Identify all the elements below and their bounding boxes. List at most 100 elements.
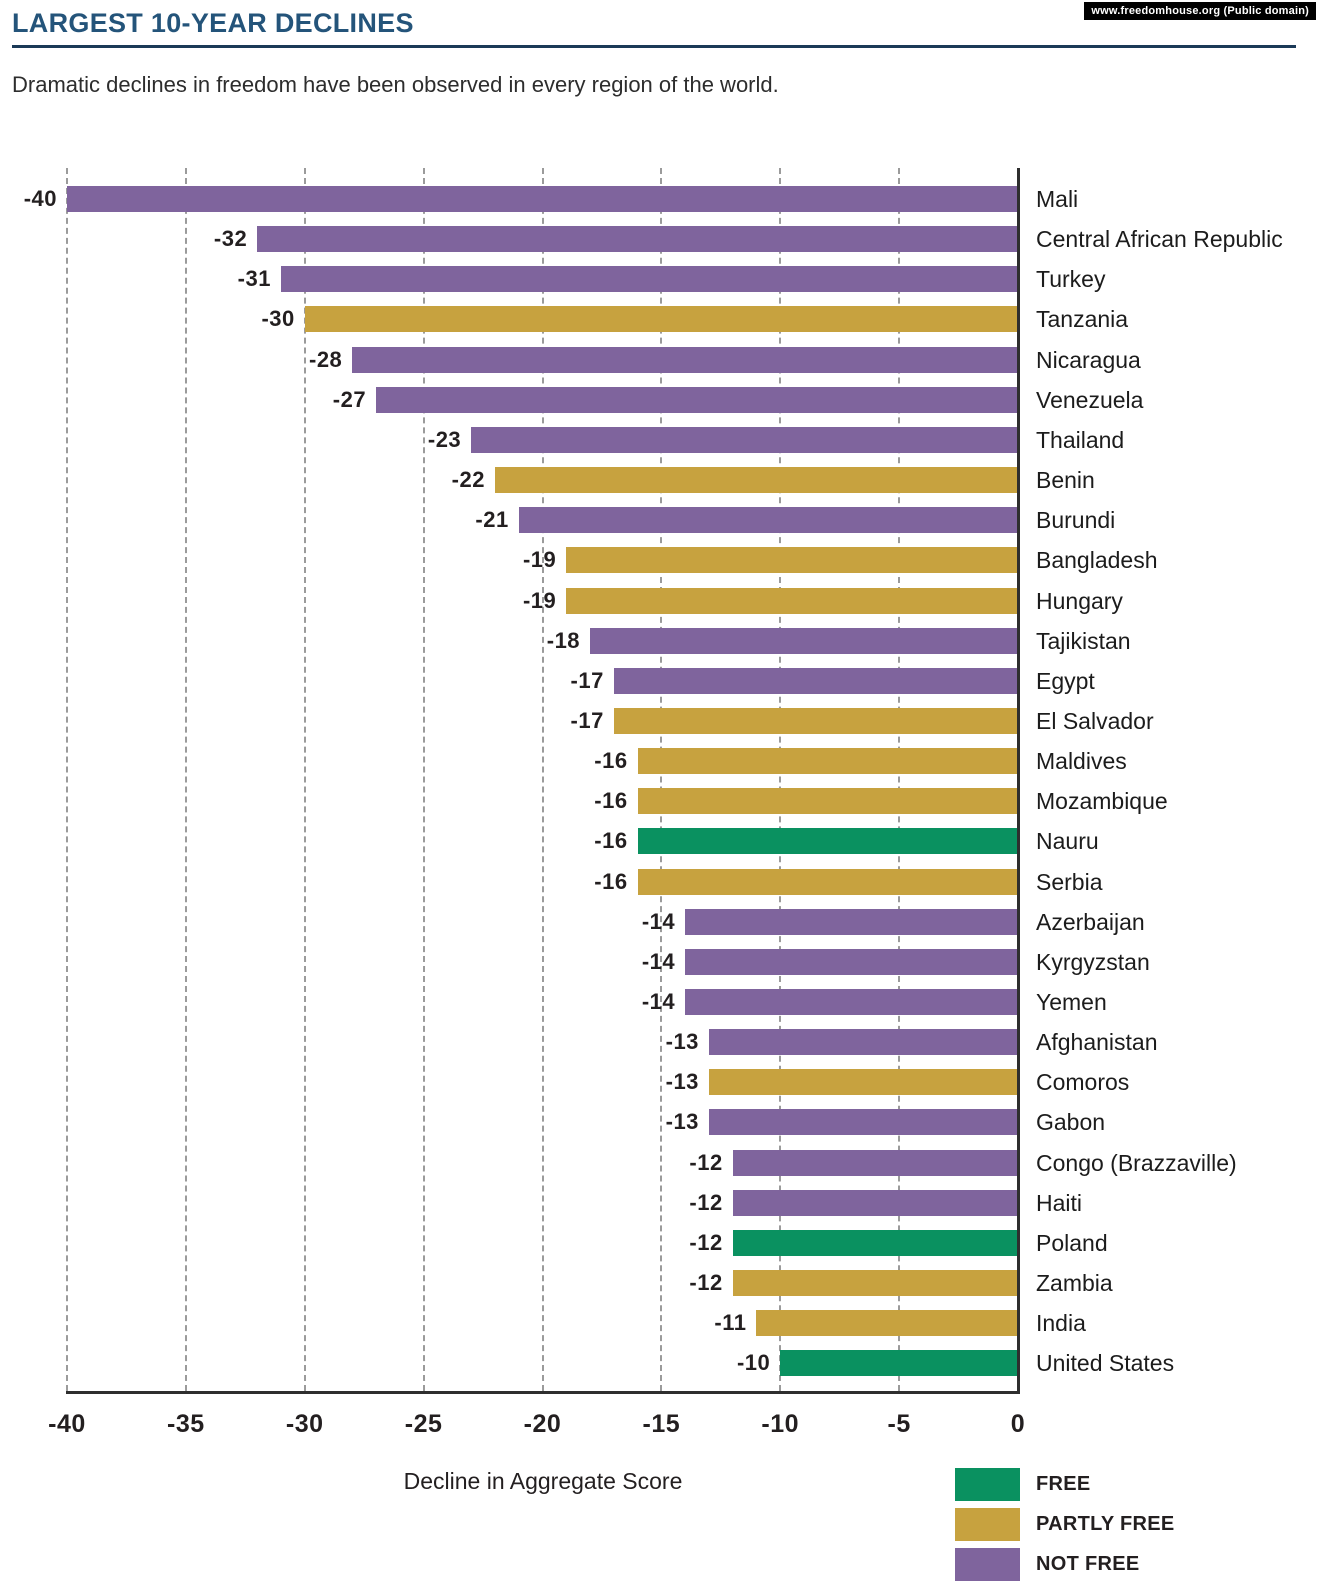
bar bbox=[756, 1310, 1018, 1336]
gridline bbox=[779, 168, 782, 1391]
bar bbox=[732, 1150, 1018, 1176]
bar-value-label: -27 bbox=[332, 387, 367, 412]
bar bbox=[732, 1230, 1018, 1256]
bar bbox=[637, 748, 1018, 774]
bar-value-label: -19 bbox=[522, 588, 557, 613]
x-axis-line bbox=[66, 1391, 1020, 1394]
bar bbox=[613, 668, 1018, 694]
bar-value-label: -17 bbox=[570, 708, 604, 733]
bar-country-label: Mali bbox=[1036, 186, 1079, 212]
bar-country-label: Nicaragua bbox=[1036, 347, 1141, 373]
x-tick-label: -10 bbox=[761, 1410, 800, 1438]
bar-value-label: -16 bbox=[594, 828, 628, 853]
x-tick-label: -35 bbox=[167, 1410, 205, 1438]
bar-country-label: Bangladesh bbox=[1036, 547, 1158, 573]
bar-country-label: Mozambique bbox=[1036, 788, 1168, 814]
bar bbox=[613, 708, 1018, 734]
chart-subtitle: Dramatic declines in freedom have been o… bbox=[12, 72, 779, 97]
bar-country-label: Turkey bbox=[1036, 266, 1106, 292]
bar-value-label: -12 bbox=[689, 1150, 723, 1175]
bar-country-label: Afghanistan bbox=[1036, 1029, 1158, 1055]
x-axis-title: Decline in Aggregate Score bbox=[403, 1468, 683, 1494]
bar-country-label: Azerbaijan bbox=[1036, 909, 1145, 935]
bar-value-label: -18 bbox=[546, 628, 581, 653]
source-badge: www.freedomhouse.org (Public domain) bbox=[1084, 2, 1316, 20]
legend-label: NOT FREE bbox=[1036, 1553, 1140, 1575]
x-tick-label: -25 bbox=[404, 1410, 443, 1438]
x-tick-label: -30 bbox=[285, 1410, 324, 1438]
bar-country-label: Hungary bbox=[1036, 588, 1123, 614]
bar-value-label: -14 bbox=[641, 949, 676, 974]
gridline bbox=[660, 168, 663, 1391]
bar-value-label: -23 bbox=[427, 427, 462, 452]
bar bbox=[637, 828, 1018, 854]
bar bbox=[708, 1069, 1018, 1095]
y-axis-zero-line bbox=[1017, 168, 1020, 1394]
bar-value-label: -14 bbox=[641, 989, 676, 1014]
bar-value-label: -13 bbox=[665, 1069, 699, 1094]
bar bbox=[685, 909, 1018, 935]
bar bbox=[590, 628, 1018, 654]
title-underline bbox=[12, 45, 1296, 48]
bar-value-label: -16 bbox=[594, 869, 628, 894]
bar-value-label: -12 bbox=[689, 1230, 723, 1255]
bar bbox=[637, 788, 1018, 814]
bar bbox=[376, 387, 1018, 413]
bar-country-label: Egypt bbox=[1036, 668, 1095, 694]
legend-swatch bbox=[955, 1508, 1020, 1541]
x-tick-label: -20 bbox=[523, 1410, 562, 1438]
bar bbox=[352, 347, 1018, 373]
bar bbox=[685, 949, 1018, 975]
bar-country-label: Venezuela bbox=[1036, 387, 1144, 413]
bar-value-label: -10 bbox=[736, 1350, 771, 1375]
bar-value-label: -30 bbox=[261, 306, 295, 331]
bar-value-label: -16 bbox=[594, 748, 628, 773]
x-tick-label: -40 bbox=[48, 1410, 86, 1438]
legend-swatch bbox=[955, 1548, 1020, 1581]
bar-country-label: Thailand bbox=[1036, 427, 1125, 453]
bar bbox=[67, 186, 1018, 212]
bar-country-label: United States bbox=[1036, 1350, 1175, 1376]
bar bbox=[708, 1109, 1018, 1135]
gridline bbox=[541, 168, 544, 1391]
bar-country-label: Benin bbox=[1036, 467, 1095, 493]
bar bbox=[566, 588, 1018, 614]
bar bbox=[780, 1350, 1018, 1376]
bar bbox=[518, 507, 1018, 533]
bar bbox=[304, 306, 1018, 332]
gridline bbox=[184, 168, 187, 1391]
bar bbox=[685, 989, 1018, 1015]
bar-value-label: -11 bbox=[714, 1310, 747, 1335]
bar-value-label: -19 bbox=[522, 547, 557, 572]
bar-country-label: Tajikistan bbox=[1036, 628, 1131, 654]
bar-value-label: -16 bbox=[594, 788, 628, 813]
gridline bbox=[303, 168, 306, 1391]
bar-country-label: Gabon bbox=[1036, 1109, 1106, 1135]
page-title: LARGEST 10-YEAR DECLINES bbox=[12, 8, 414, 38]
bar-country-label: Congo (Brazzaville) bbox=[1036, 1150, 1237, 1176]
bar-country-label: Tanzania bbox=[1036, 306, 1129, 332]
legend-swatch bbox=[955, 1468, 1020, 1501]
bar bbox=[732, 1190, 1018, 1216]
bar bbox=[637, 869, 1018, 895]
bar-country-label: Haiti bbox=[1036, 1190, 1083, 1216]
bar-country-label: Burundi bbox=[1036, 507, 1116, 533]
bar-value-label: -14 bbox=[641, 909, 676, 934]
bar-country-label: Comoros bbox=[1036, 1069, 1130, 1095]
bar-value-label: -40 bbox=[23, 186, 57, 211]
bar bbox=[494, 467, 1018, 493]
bar-value-label: -13 bbox=[665, 1109, 699, 1134]
bar-country-label: Kyrgyzstan bbox=[1036, 949, 1150, 975]
bar-value-label: -22 bbox=[451, 467, 485, 492]
bar-value-label: -12 bbox=[689, 1190, 723, 1215]
legend-label: FREE bbox=[1036, 1473, 1091, 1495]
x-tick-label: 0 bbox=[1010, 1410, 1026, 1438]
bar-country-label: India bbox=[1036, 1310, 1086, 1336]
gridline bbox=[66, 168, 68, 1391]
bar-country-label: Serbia bbox=[1036, 869, 1103, 895]
bar-value-label: -13 bbox=[665, 1029, 699, 1054]
bar-country-label: Zambia bbox=[1036, 1270, 1113, 1296]
bar bbox=[257, 226, 1018, 252]
bar-country-label: Yemen bbox=[1036, 989, 1107, 1015]
bar-value-label: -31 bbox=[237, 266, 271, 291]
